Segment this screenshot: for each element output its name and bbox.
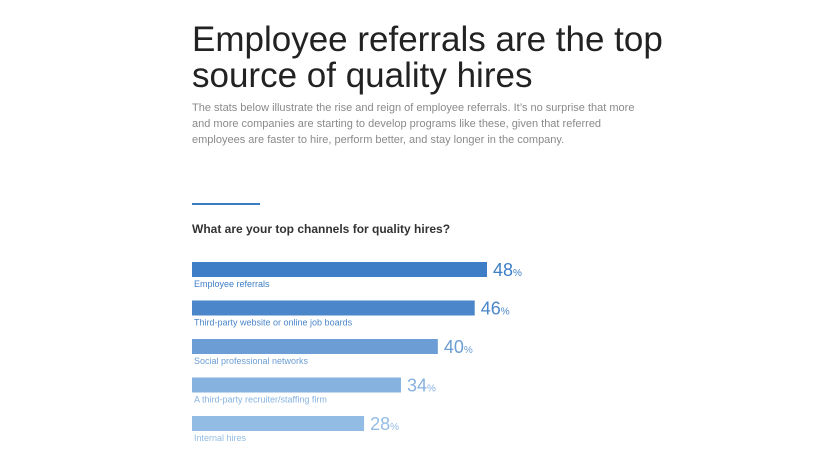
category-label-4: A third-party recruiter/staffing firm: [194, 395, 327, 405]
category-label-1: Employee referrals: [194, 279, 270, 289]
value-label-3: 40%: [444, 337, 473, 357]
value-label-4: 34%: [407, 376, 436, 396]
category-label-2: Third-party website or online job boards: [194, 318, 353, 328]
page-title: Employee referrals are the top source of…: [192, 20, 663, 95]
value-label-1: 48%: [493, 260, 522, 280]
category-label-5: Internal hires: [194, 433, 247, 443]
accent-divider: [192, 203, 260, 205]
bar-5: [192, 416, 365, 431]
bar-4: [192, 377, 401, 393]
intro-paragraph: The stats below illustrate the rise and …: [192, 102, 635, 146]
chart-question: What are your top channels for quality h…: [192, 222, 451, 236]
bar-3: [192, 339, 438, 354]
bar-1: [192, 262, 487, 277]
bar-2: [192, 300, 475, 316]
value-label-5: 28%: [370, 414, 399, 434]
category-label-3: Social professional networks: [194, 356, 309, 366]
value-label-2: 46%: [481, 299, 510, 319]
